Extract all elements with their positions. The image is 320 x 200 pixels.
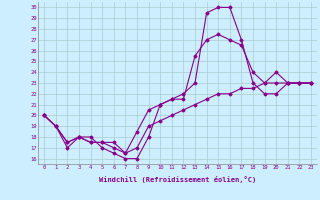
X-axis label: Windchill (Refroidissement éolien,°C): Windchill (Refroidissement éolien,°C) xyxy=(99,176,256,183)
